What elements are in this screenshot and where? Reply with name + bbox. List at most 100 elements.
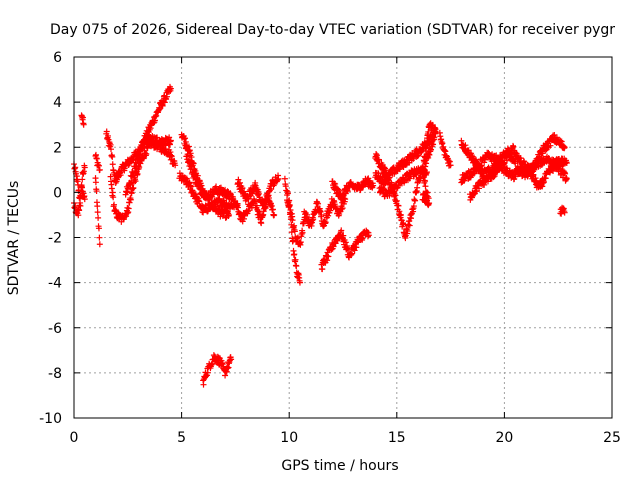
data-point [498,164,505,171]
data-point [557,163,564,170]
data-point [525,169,532,176]
data-point [124,204,131,211]
x-tick-label: 10 [280,430,298,446]
data-point [284,190,291,197]
data-point [485,178,492,185]
data-point [426,151,433,158]
data-point [561,144,568,151]
data-point [109,153,116,160]
x-tick-label: 0 [70,430,79,446]
data-point [353,244,360,251]
data-point [81,196,88,203]
data-point [296,279,303,286]
data-point [370,182,377,189]
data-point [334,186,341,193]
data-point [319,266,326,273]
y-tick-label: -10 [39,411,62,427]
data-point [430,141,437,148]
data-point [391,188,398,195]
data-point [103,128,110,135]
data-point [156,106,163,113]
data-point [351,247,358,254]
data-point [304,211,311,218]
data-point [294,234,301,241]
data-point [258,220,265,227]
data-point [412,197,419,204]
data-point [172,162,179,169]
data-point [269,206,276,213]
axis-ticks [73,56,613,419]
y-tick-label: 2 [53,140,62,156]
grid-lines [74,57,612,418]
data-point [79,114,86,121]
data-point [423,169,430,176]
data-point [381,164,388,171]
data-point [143,151,150,158]
data-point [163,93,170,100]
data-point [281,175,288,182]
data-point [373,152,380,159]
chart-title: Day 075 of 2026, Sidereal Day-to-day VTE… [50,22,615,38]
data-point [494,154,501,161]
data-point [210,205,217,212]
data-point [562,170,569,177]
data-point [187,160,194,167]
data-point [422,183,429,190]
y-tick-label: 6 [53,50,62,66]
data-point [75,212,82,219]
data-point [291,228,298,235]
data-point [262,204,269,211]
data-point [422,154,429,161]
data-point [550,156,557,163]
data-point [422,188,429,195]
data-point [192,191,199,198]
data-point [182,138,189,145]
data-point [244,208,251,215]
data-point [230,196,237,203]
data-point [204,372,211,379]
data-point [432,128,439,135]
y-tick-label: 4 [53,95,62,111]
data-point [191,173,198,180]
data-point [381,180,388,187]
data-point [81,164,88,171]
data-point [292,256,299,263]
data-point [127,196,134,203]
data-point [182,135,189,142]
data-point [539,183,546,190]
data-point [365,232,372,239]
data-point [345,246,352,253]
y-tick-label: 0 [53,185,62,201]
data-point [181,135,188,142]
data-point [425,200,432,207]
data-point [184,151,191,158]
data-point [420,166,427,173]
data-point [542,147,549,154]
data-point [108,146,115,153]
data-point [94,209,101,216]
data-point [287,206,294,213]
data-point [96,234,103,241]
data-point [93,155,100,162]
data-point [225,211,232,218]
data-point [469,153,476,160]
y-tick-label: -2 [48,231,62,247]
data-point [392,192,399,199]
y-tick-label: -6 [48,321,62,337]
data-point [204,369,211,376]
data-point [299,229,306,236]
data-point [108,185,115,192]
x-axis-label: GPS time / hours [281,458,398,474]
x-tick-label: 15 [388,430,406,446]
series-sdtvar [71,83,570,388]
data-point [491,173,498,180]
data-point [423,143,430,150]
data-point [339,205,346,212]
data-point [338,206,345,213]
x-tick-label: 5 [177,430,186,446]
data-point [200,381,207,388]
data-point [200,187,207,194]
x-tick-label: 25 [603,430,621,446]
data-point [473,167,480,174]
